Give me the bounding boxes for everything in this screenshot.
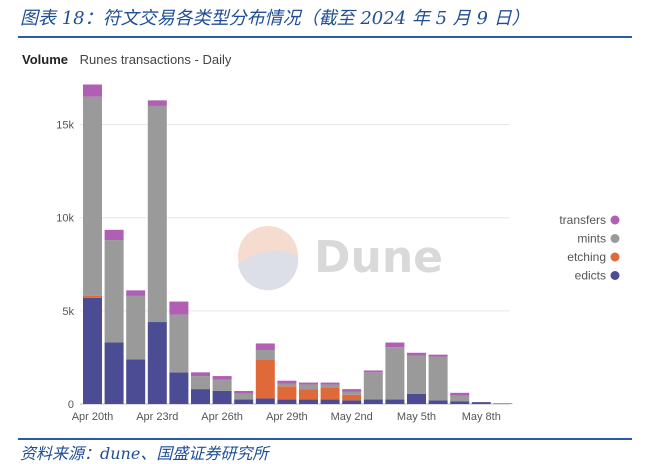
- legend-label-transfers: transfers: [559, 213, 606, 227]
- bar-segment-etching: [342, 394, 362, 401]
- bar-segment-transfers: [363, 370, 383, 373]
- bar-segment-transfers: [234, 390, 254, 394]
- bar-segment-mints: [147, 105, 167, 323]
- bar-segment-mints: [83, 96, 102, 296]
- bar-segment-mints: [169, 314, 189, 373]
- bar-segment-transfers: [147, 100, 167, 106]
- bar-segment-etching: [255, 359, 275, 399]
- panel-metric-label: Volume: [22, 52, 68, 67]
- bar-segment-mints: [234, 393, 254, 400]
- watermark-text: Dune: [314, 232, 443, 283]
- bar-segment-mints: [212, 379, 232, 391]
- bar-segment-edicts: [83, 297, 102, 404]
- bar-segment-mints: [126, 295, 146, 360]
- bar-segment-mints: [299, 384, 318, 390]
- bar-segment-mints: [320, 384, 340, 388]
- bar-segment-edicts: [450, 401, 470, 404]
- bar-segment-transfers: [277, 380, 297, 384]
- bar-segment-edicts: [234, 399, 254, 404]
- bar-segment-edicts: [299, 399, 318, 404]
- bar-segment-transfers: [450, 392, 470, 396]
- bar-segment-mints: [385, 347, 405, 400]
- y-tick-label: 15k: [56, 120, 74, 132]
- figure-title: 图表 18：符文交易各类型分布情况（截至 2024 年 5 月 9 日）: [20, 8, 530, 29]
- x-tick-label: May 8th: [462, 411, 501, 423]
- bar-segment-etching: [320, 387, 340, 400]
- bar-segment-transfers: [126, 290, 146, 296]
- x-tick-label: Apr 26th: [201, 411, 243, 423]
- bar-segment-edicts: [191, 389, 210, 404]
- bar-segment-edicts: [342, 400, 362, 404]
- bar-segment-mints: [255, 349, 275, 360]
- bar-segment-mints: [342, 391, 362, 395]
- bar-segment-edicts: [147, 322, 167, 404]
- legend-swatch-etching: [610, 252, 620, 262]
- footer-rule: [18, 438, 632, 440]
- bar-segment-transfers: [169, 301, 189, 315]
- bar-segment-transfers: [320, 382, 340, 385]
- panel-header: Volume Runes transactions - Daily: [22, 52, 231, 67]
- legend-swatch-edicts: [610, 271, 620, 280]
- bar-segment-mints: [450, 395, 470, 402]
- bar-segment-mints: [363, 372, 383, 400]
- bar-segment-edicts: [407, 393, 426, 404]
- bar-segment-edicts: [277, 399, 297, 404]
- bar-segment-edicts: [320, 399, 340, 404]
- bar-segment-edicts: [493, 403, 513, 404]
- bar-segment-edicts: [169, 372, 189, 404]
- legend-label-mints: mints: [577, 232, 606, 246]
- bar-segment-etching: [299, 389, 318, 400]
- bar-segment-transfers: [385, 342, 405, 348]
- bar-segment-mints: [428, 356, 448, 401]
- legend-label-etching: etching: [567, 250, 606, 264]
- source-note: 资料来源：dune、国盛证券研究所: [20, 444, 269, 463]
- dune-logo-wave: [238, 250, 299, 291]
- bar-segment-transfers: [83, 84, 102, 97]
- dune-watermark: Dune: [238, 226, 443, 291]
- bar-segment-edicts: [428, 400, 448, 404]
- bar-segment-etching: [83, 295, 102, 298]
- bar-segment-mints: [407, 355, 426, 394]
- legend: transfers mints etching edicts: [559, 213, 620, 283]
- panel-subtitle: Runes transactions - Daily: [79, 52, 232, 67]
- y-tick-label: 10k: [56, 213, 74, 225]
- x-tick-label: May 2nd: [331, 411, 373, 423]
- bar-segment-edicts: [363, 399, 383, 404]
- bar-segment-transfers: [191, 372, 210, 377]
- bar-segment-transfers: [255, 343, 275, 350]
- bar-segment-transfers: [407, 352, 426, 356]
- x-tick-label: May 5th: [397, 411, 436, 423]
- bar-segment-mints: [277, 383, 297, 387]
- bar-segment-transfers: [299, 382, 318, 385]
- bar-segment-transfers: [342, 389, 362, 392]
- bar-segment-etching: [277, 386, 297, 400]
- bar-segment-edicts: [104, 342, 124, 404]
- legend-swatch-transfers: [610, 215, 620, 225]
- bar-segment-transfers: [104, 229, 124, 241]
- x-tick-label: Apr 20th: [72, 411, 114, 423]
- bar-segment-edicts: [385, 399, 405, 404]
- bar-segment-transfers: [212, 376, 232, 380]
- y-tick-label: 0: [68, 399, 74, 411]
- bar-segment-mints: [104, 240, 124, 343]
- bar-segment-edicts: [471, 402, 491, 404]
- bar-segment-edicts: [126, 359, 146, 404]
- bar-segment-transfers: [428, 354, 448, 357]
- y-tick-label: 5k: [62, 306, 74, 318]
- x-tick-label: Apr 23rd: [136, 411, 178, 423]
- bar-segment-mints: [191, 376, 210, 390]
- bar-segment-edicts: [255, 398, 275, 404]
- bar-segment-edicts: [212, 390, 232, 404]
- bars-layer: [83, 84, 513, 404]
- axis-layer: 0 5k 10k 15k Apr 20th Apr 23rd Apr 26th Apr 29t…: [56, 120, 501, 423]
- legend-label-edicts: edicts: [575, 269, 606, 283]
- legend-swatch-mints: [610, 234, 620, 243]
- title-rule: [18, 36, 632, 38]
- x-tick-label: Apr 29th: [266, 411, 308, 423]
